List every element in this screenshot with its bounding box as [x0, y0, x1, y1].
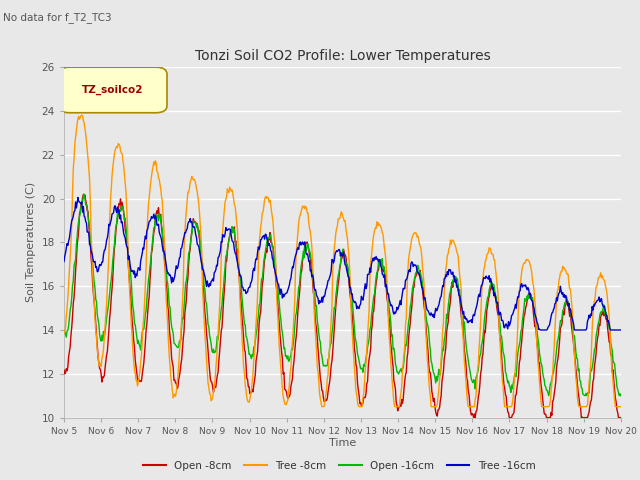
Open -16cm: [428, 359, 435, 364]
Y-axis label: Soil Temperatures (C): Soil Temperatures (C): [26, 182, 36, 302]
Tree -8cm: [78, 112, 86, 118]
Tree -16cm: [74, 194, 82, 200]
Open -16cm: [80, 191, 88, 197]
Legend: Open -8cm, Tree -8cm, Open -16cm, Tree -16cm: Open -8cm, Tree -8cm, Open -16cm, Tree -…: [139, 456, 540, 475]
Title: Tonzi Soil CO2 Profile: Lower Temperatures: Tonzi Soil CO2 Profile: Lower Temperatur…: [195, 49, 490, 63]
Open -16cm: [214, 337, 222, 343]
Tree -16cm: [617, 327, 625, 333]
Tree -16cm: [70, 209, 78, 215]
Tree -16cm: [60, 259, 68, 264]
Open -8cm: [70, 294, 78, 300]
Tree -8cm: [617, 404, 625, 409]
Tree -16cm: [214, 254, 222, 260]
Open -8cm: [128, 318, 136, 324]
Tree -16cm: [536, 327, 544, 333]
Line: Tree -16cm: Tree -16cm: [64, 197, 621, 330]
Tree -8cm: [412, 231, 419, 237]
Tree -16cm: [185, 219, 193, 225]
Tree -16cm: [428, 310, 435, 316]
Open -8cm: [79, 192, 87, 197]
Open -16cm: [60, 328, 68, 334]
Tree -16cm: [128, 268, 136, 274]
Tree -8cm: [318, 404, 326, 409]
Tree -8cm: [60, 329, 68, 335]
Tree -16cm: [411, 262, 419, 268]
Text: TZ_soilco2: TZ_soilco2: [82, 85, 143, 95]
Line: Open -8cm: Open -8cm: [64, 194, 621, 418]
Open -8cm: [60, 367, 68, 373]
Open -16cm: [128, 294, 136, 300]
Open -16cm: [70, 263, 78, 269]
Open -8cm: [428, 377, 435, 383]
Open -16cm: [545, 393, 552, 398]
Tree -8cm: [128, 333, 136, 339]
Open -8cm: [617, 415, 625, 420]
X-axis label: Time: Time: [329, 438, 356, 448]
Tree -8cm: [70, 156, 78, 162]
Open -8cm: [470, 415, 477, 420]
Open -8cm: [185, 261, 193, 266]
Tree -8cm: [185, 189, 193, 195]
Open -8cm: [214, 369, 222, 375]
Open -8cm: [411, 276, 419, 281]
Tree -8cm: [428, 404, 436, 409]
Text: No data for f_T2_TC3: No data for f_T2_TC3: [3, 12, 112, 23]
Line: Tree -8cm: Tree -8cm: [64, 115, 621, 407]
FancyBboxPatch shape: [58, 67, 167, 113]
Tree -8cm: [214, 331, 222, 336]
Open -16cm: [617, 393, 625, 398]
Open -16cm: [411, 274, 419, 279]
Line: Open -16cm: Open -16cm: [64, 194, 621, 396]
Open -16cm: [185, 250, 193, 256]
